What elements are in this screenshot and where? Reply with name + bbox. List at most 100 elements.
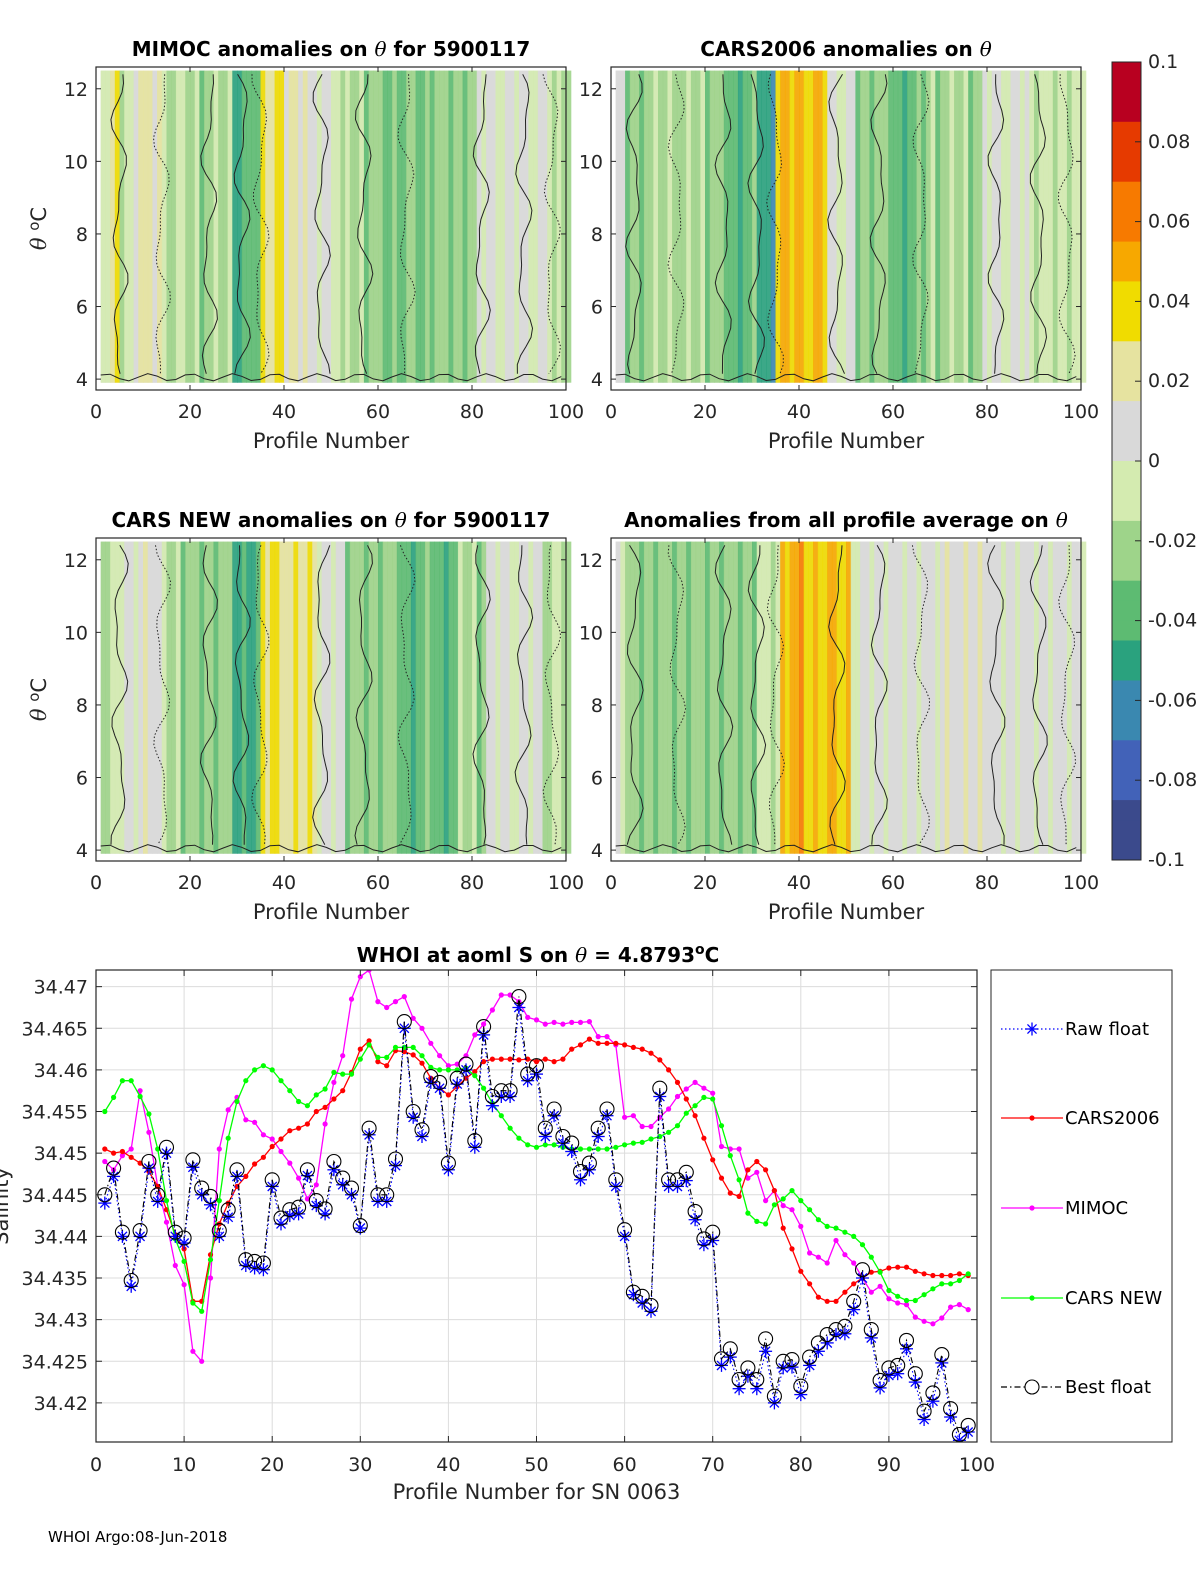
heatmap-cell <box>566 70 572 383</box>
heatmap-cell <box>519 70 525 383</box>
heatmap-cell <box>681 541 687 854</box>
heatmap-cell <box>110 541 116 854</box>
data-point <box>375 999 381 1005</box>
data-point <box>476 1019 492 1035</box>
data-point <box>577 1042 584 1048</box>
heatmap-cell <box>551 70 558 383</box>
heatmap-cell <box>105 70 111 383</box>
data-point <box>379 1187 395 1203</box>
colorbar-tick-label: -0.04 <box>1148 610 1197 632</box>
heatmap-cell <box>1076 70 1082 383</box>
data-point <box>763 1198 769 1204</box>
heatmap-cell <box>321 70 327 383</box>
data-point <box>837 1318 853 1334</box>
data-point <box>229 1162 245 1178</box>
heatmap-cell <box>658 541 664 854</box>
data-point <box>437 1053 443 1059</box>
data-point <box>212 1229 226 1243</box>
data-point <box>128 1146 134 1152</box>
data-point <box>569 1046 575 1052</box>
heatmap-cell <box>667 541 673 854</box>
data-point <box>745 1210 751 1216</box>
data-point <box>900 1342 913 1356</box>
y-tick-label: 34.465 <box>22 1018 88 1040</box>
heatmap-cell <box>620 70 626 383</box>
data-point <box>965 1271 971 1277</box>
heatmap-cell <box>1034 70 1040 383</box>
data-point <box>833 1225 839 1231</box>
x-tick-label: 70 <box>701 1454 725 1476</box>
heatmap-cell <box>500 541 506 854</box>
heatmap-cell <box>237 70 243 383</box>
colorbar-tick-label: 0.08 <box>1148 131 1190 153</box>
colorbar-segment <box>1112 101 1141 123</box>
heatmap-cell <box>316 541 323 854</box>
contour-line <box>233 74 251 374</box>
y-tick-label: 12 <box>64 550 88 572</box>
data-point <box>327 1163 341 1177</box>
heatmap-cell <box>481 70 487 383</box>
heatmap-cell <box>213 541 219 854</box>
x-axis-label: Profile Number <box>253 900 410 924</box>
x-tick-label: 80 <box>789 1454 813 1476</box>
data-point <box>467 1133 483 1149</box>
x-tick-label: 90 <box>877 1454 901 1476</box>
data-point <box>428 1040 434 1046</box>
data-point <box>168 1229 182 1243</box>
data-point <box>296 1098 302 1105</box>
heatmap-cell <box>157 541 163 854</box>
data-point <box>428 1064 434 1070</box>
data-point <box>912 1297 918 1304</box>
heatmap-cell <box>1001 70 1007 383</box>
heatmap-cell <box>251 541 257 854</box>
data-point <box>917 1413 931 1426</box>
data-point <box>854 1262 871 1278</box>
heatmap-cell <box>789 541 795 854</box>
data-point <box>190 1300 196 1306</box>
heatmap-cell <box>817 70 824 383</box>
data-point <box>956 1277 963 1284</box>
heatmap-cell <box>1015 70 1021 383</box>
data-point <box>357 1046 363 1052</box>
data-point <box>98 1196 112 1210</box>
heatmap-cell <box>490 70 497 383</box>
data-point <box>731 1372 747 1388</box>
heatmap-cell <box>124 541 130 854</box>
data-point <box>666 1129 672 1135</box>
contour-line <box>869 74 888 374</box>
data-point <box>930 1321 936 1327</box>
data-point <box>657 1057 663 1063</box>
data-point <box>775 1353 791 1369</box>
heatmap-cell <box>831 70 838 383</box>
data-point <box>507 1056 513 1062</box>
heatmap-cell <box>733 70 739 383</box>
data-point <box>643 1297 659 1314</box>
data-point <box>247 1253 263 1269</box>
data-point <box>375 1054 381 1060</box>
data-point <box>322 1104 328 1110</box>
heatmap-cell <box>363 70 370 383</box>
data-point <box>243 1117 249 1123</box>
colorbar-segment <box>1112 421 1141 442</box>
data-point <box>921 1292 927 1298</box>
contour-line <box>987 545 1006 845</box>
heatmap-cell <box>175 541 182 854</box>
data-point <box>683 1110 689 1116</box>
heatmap-cell <box>514 541 520 854</box>
heatmap-cell <box>1057 70 1063 383</box>
y-tick-label: 12 <box>64 79 88 101</box>
contour-line <box>827 74 845 374</box>
heatmap-cell <box>1024 70 1030 383</box>
data-point <box>111 1094 117 1100</box>
contour-line <box>1058 545 1077 845</box>
data-point <box>960 1417 976 1433</box>
y-tick-label: 10 <box>579 622 603 644</box>
contour-line <box>766 545 785 845</box>
x-axis-label: Profile Number <box>768 429 925 453</box>
data-point <box>630 1113 637 1119</box>
data-point <box>296 1125 302 1131</box>
heatmap-cell <box>420 70 426 383</box>
data-point <box>313 1092 319 1098</box>
colorbar-segment <box>1112 361 1141 382</box>
data-point <box>577 1019 584 1025</box>
